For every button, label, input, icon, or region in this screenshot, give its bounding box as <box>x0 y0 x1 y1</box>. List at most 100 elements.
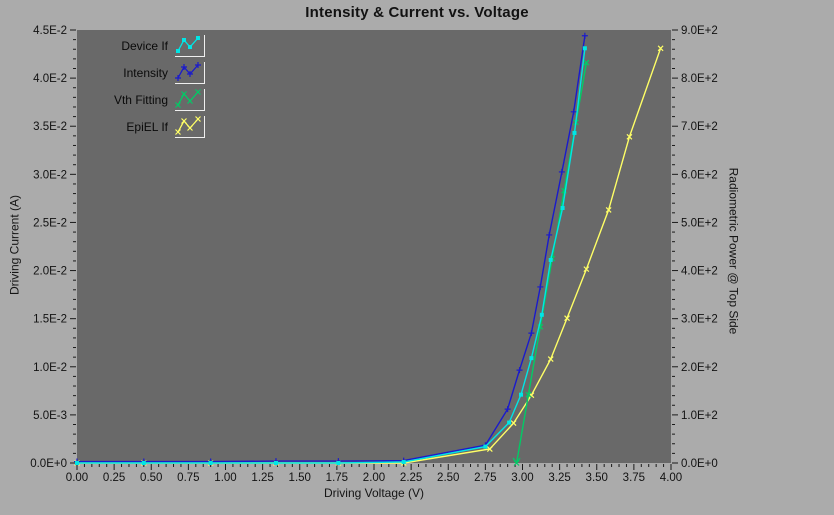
data-point-marker <box>547 356 554 363</box>
data-point-marker <box>187 70 193 77</box>
legend-sample-device-if[interactable] <box>175 34 205 57</box>
y-right-tick-label: 2.0E+2 <box>681 362 718 374</box>
data-point-marker <box>187 97 193 104</box>
data-point-marker <box>195 115 201 122</box>
data-point-marker <box>583 59 590 66</box>
y-left-tick-label: 1.0E-2 <box>33 362 67 374</box>
data-point-marker <box>537 283 544 290</box>
data-point-marker <box>188 44 192 49</box>
data-point-marker <box>75 461 79 465</box>
y-right-tick-label: 9.0E+2 <box>681 25 718 37</box>
x-axis-label: Driving Voltage (V) <box>323 486 425 500</box>
data-point-marker <box>528 330 535 337</box>
data-point-marker <box>195 88 201 95</box>
data-point-marker <box>208 461 213 465</box>
data-point-marker <box>539 312 544 317</box>
x-tick-label: 1.25 <box>251 472 273 484</box>
y-left-tick-label: 1.5E-2 <box>33 314 67 326</box>
y-right-tick-label: 5.0E+2 <box>681 217 718 229</box>
data-point-marker <box>582 46 587 51</box>
data-point-marker <box>581 32 588 39</box>
y-left-tick-label: 5.0E-3 <box>33 410 67 422</box>
line-style-icon <box>175 61 201 81</box>
y-left-tick-label: 2.0E-2 <box>33 266 67 278</box>
data-point-marker <box>570 108 577 115</box>
x-axis-ticks: 0.00 0.25 0.50 0.75 1.00 1.25 1.50 1.75 2.00 2.25… <box>66 464 682 484</box>
y-left-tick-label: 3.0E-2 <box>33 169 67 181</box>
x-tick-label: 1.75 <box>326 472 348 484</box>
data-point-marker <box>583 266 590 273</box>
y-right-tick-label: 0.0E+0 <box>681 458 718 470</box>
x-tick-label: 4.00 <box>660 472 682 484</box>
legend-label: Device If <box>121 38 168 53</box>
x-tick-label: 0.25 <box>103 472 125 484</box>
x-tick-label: 3.75 <box>623 472 645 484</box>
data-point-marker <box>336 461 341 465</box>
legend-item-epiel-if[interactable]: EpiEL If <box>85 115 205 138</box>
x-tick-label: 3.50 <box>586 472 608 484</box>
y-left-tick-label: 2.5E-2 <box>33 217 67 229</box>
y-left-tick-label: 4.0E-2 <box>33 73 67 85</box>
y-axis-right-label: Radiometric Power @ Top Side <box>726 167 741 335</box>
data-point-marker <box>516 367 523 374</box>
data-point-marker <box>519 392 524 397</box>
line-style-icon <box>175 115 201 135</box>
legend-sample-vth-fitting[interactable] <box>175 88 205 111</box>
data-point-marker <box>187 124 193 131</box>
y-left-tick-label: 4.5E-2 <box>33 25 67 37</box>
y-right-tick-label: 4.0E+2 <box>681 266 718 278</box>
x-tick-label: 2.75 <box>474 472 496 484</box>
data-point-marker <box>196 35 200 40</box>
data-point-marker <box>564 315 570 322</box>
line-style-icon <box>175 88 201 108</box>
data-point-marker <box>182 37 186 42</box>
data-point-marker <box>175 128 181 135</box>
y-axis-left-label: Driving Current (A) <box>7 194 22 296</box>
legend-item-vth-fitting[interactable]: Vth Fitting <box>85 88 205 111</box>
data-point-marker <box>626 133 633 140</box>
y-left-tick-label: 3.5E-2 <box>33 121 67 133</box>
legend-sample-epiel-if[interactable] <box>175 115 205 138</box>
data-point-marker <box>486 446 493 452</box>
data-point-marker <box>558 168 565 175</box>
data-point-marker <box>483 444 488 449</box>
data-point-marker <box>529 356 534 361</box>
data-point-marker <box>507 420 512 425</box>
y-left-ticks: 0.0E+0 5.0E-3 1.0E-2 1.5E-2 2.0E-2 2.5E-2 3.0E… <box>30 25 76 470</box>
y-right-tick-label: 1.0E+2 <box>681 410 718 422</box>
data-point-marker <box>176 48 180 53</box>
x-tick-label: 3.25 <box>548 472 570 484</box>
y-right-tick-label: 3.0E+2 <box>681 314 718 326</box>
legend-item-intensity[interactable]: Intensity <box>85 61 205 84</box>
chart-title: Intensity & Current vs. Voltage <box>305 4 529 21</box>
data-point-marker <box>175 74 181 81</box>
legend-sample-intensity[interactable] <box>175 61 205 84</box>
data-point-marker <box>273 461 278 465</box>
data-point-marker <box>513 460 520 466</box>
data-point-marker <box>181 90 187 97</box>
data-point-marker <box>181 63 187 70</box>
data-point-marker <box>195 61 201 68</box>
x-tick-label: 2.00 <box>363 472 385 484</box>
legend-label: Vth Fitting <box>113 92 168 107</box>
x-tick-label: 3.00 <box>511 472 533 484</box>
x-tick-label: 2.50 <box>437 472 459 484</box>
legend-item-device-if[interactable]: Device If <box>85 34 205 57</box>
x-tick-label: 0.50 <box>140 472 162 484</box>
data-point-marker <box>657 45 664 52</box>
legend-label: EpiEL If <box>126 119 168 134</box>
y-right-tick-label: 7.0E+2 <box>681 121 718 133</box>
legend-label: Intensity <box>123 65 168 80</box>
y-right-ticks: 0.0E+0 1.0E+2 2.0E+2 3.0E+2 4.0E+2 5.0E+2 6.0E… <box>672 25 718 470</box>
data-point-marker <box>525 391 532 398</box>
series-device-if <box>75 46 587 465</box>
data-point-marker <box>141 461 146 465</box>
data-point-marker <box>504 406 511 413</box>
data-point-marker <box>510 420 517 426</box>
y-left-tick-label: 0.0E+0 <box>30 458 67 470</box>
x-tick-label: 1.00 <box>214 472 236 484</box>
data-point-marker <box>548 257 553 262</box>
data-point-marker <box>546 231 553 238</box>
y-right-tick-label: 6.0E+2 <box>681 169 718 181</box>
